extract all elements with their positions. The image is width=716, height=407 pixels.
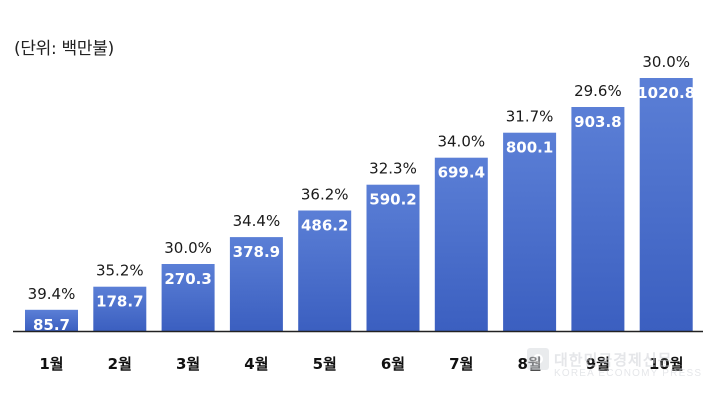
percent-label: 36.2% [301, 186, 349, 204]
x-tick-label: 3월 [176, 355, 200, 373]
percent-label: 29.6% [574, 82, 622, 100]
percent-label: 31.7% [506, 108, 554, 126]
percent-label: 30.0% [642, 53, 690, 71]
x-tick-label: 9월 [586, 355, 610, 373]
percent-label: 39.4% [28, 285, 76, 303]
x-tick-label: 2월 [108, 355, 132, 373]
bar-value-label: 800.1 [506, 139, 553, 157]
x-tick-label: 10월 [649, 355, 684, 373]
bar-7 [434, 157, 488, 331]
x-tick-label: 4월 [244, 355, 268, 373]
bar-2 [93, 286, 147, 331]
x-tick-labels-group: 1월 2월 3월 4월 5월 6월 7월 8월 9월 10월 [39, 355, 683, 373]
bar-10 [639, 78, 693, 331]
bar-value-label: 590.2 [369, 191, 416, 209]
x-tick-label: 7월 [449, 355, 473, 373]
bar-value-label: 378.9 [233, 243, 280, 261]
x-tick-label: 8월 [517, 355, 541, 373]
bar-4 [229, 237, 283, 331]
bar-value-label: 1020.8 [637, 84, 695, 102]
value-labels-group: 85.7 178.7 270.3 378.9 486.2 590.2 699.4 800.1 9… [33, 84, 695, 334]
percent-label: 34.0% [437, 133, 485, 151]
bar-value-label: 270.3 [164, 270, 211, 288]
x-tick-label: 5월 [313, 355, 337, 373]
percent-label: 35.2% [96, 262, 144, 280]
percent-label: 34.4% [233, 212, 281, 230]
bar-value-label: 178.7 [96, 293, 143, 311]
percent-label: 30.0% [164, 239, 212, 257]
bar-6 [366, 184, 420, 331]
percent-label: 32.3% [369, 160, 417, 178]
bar-value-label: 85.7 [33, 316, 70, 334]
bar-5 [298, 210, 352, 331]
x-tick-label: 6월 [381, 355, 405, 373]
percent-labels-group: 39.4% 35.2% 30.0% 34.4% 36.2% 32.3% 34.0% 31.7%… [28, 53, 690, 303]
bar-1 [25, 309, 78, 331]
bar-value-label: 486.2 [301, 217, 348, 235]
bar-value-label: 903.8 [574, 113, 621, 131]
x-tick-label: 1월 [39, 355, 63, 373]
bar-8 [503, 132, 557, 331]
bars-group [25, 78, 693, 331]
bar-3 [161, 264, 215, 331]
unit-label: (단위: 백만불) [14, 39, 114, 59]
bar-9 [571, 107, 625, 331]
bar-value-label: 699.4 [438, 164, 485, 182]
